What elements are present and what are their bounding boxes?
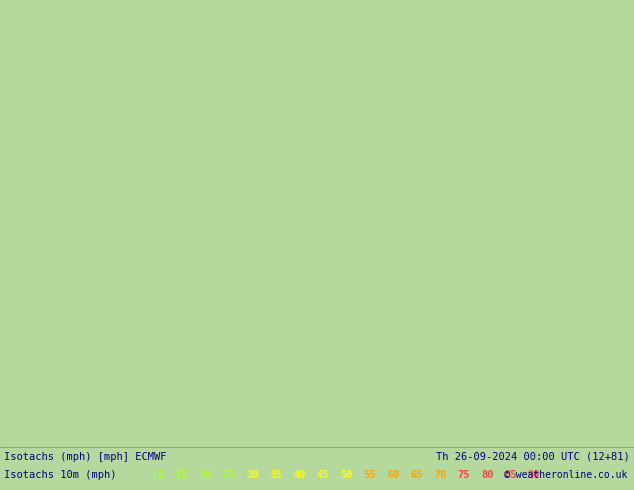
Text: 50: 50 — [340, 470, 353, 480]
Text: Isotachs (mph) [mph] ECMWF: Isotachs (mph) [mph] ECMWF — [4, 452, 167, 462]
Text: 30: 30 — [246, 470, 259, 480]
Text: 75: 75 — [458, 470, 470, 480]
Text: 60: 60 — [387, 470, 399, 480]
Polygon shape — [0, 0, 634, 382]
Text: 65: 65 — [410, 470, 423, 480]
Text: 10: 10 — [152, 470, 164, 480]
Text: 55: 55 — [363, 470, 376, 480]
Text: 70: 70 — [434, 470, 446, 480]
Text: Isotachs 10m (mph): Isotachs 10m (mph) — [4, 470, 117, 480]
Text: © weatheronline.co.uk: © weatheronline.co.uk — [503, 470, 627, 480]
Text: 45: 45 — [316, 470, 329, 480]
Text: 90: 90 — [528, 470, 541, 480]
Text: Th 26-09-2024 00:00 UTC (12+81): Th 26-09-2024 00:00 UTC (12+81) — [436, 452, 630, 462]
Text: 85: 85 — [505, 470, 517, 480]
Text: 25: 25 — [223, 470, 235, 480]
Text: 40: 40 — [293, 470, 306, 480]
Text: 15: 15 — [176, 470, 188, 480]
Text: 80: 80 — [481, 470, 493, 480]
Text: 35: 35 — [269, 470, 282, 480]
Text: 20: 20 — [199, 470, 212, 480]
